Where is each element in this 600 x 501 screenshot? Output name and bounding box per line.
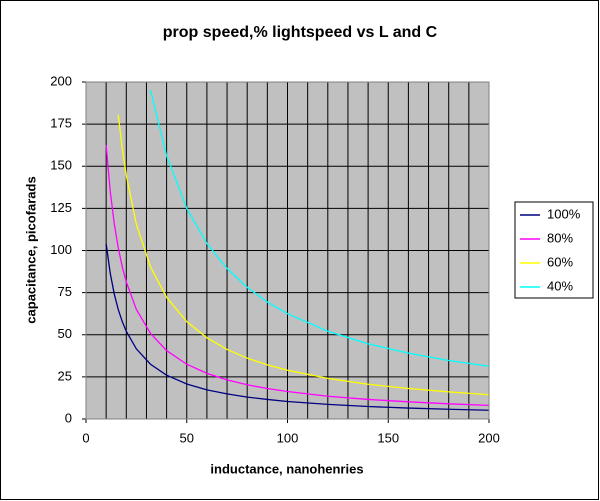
series-line — [105, 243, 489, 411]
y-tick-label: 25 — [58, 368, 72, 383]
legend-label: 80% — [547, 230, 573, 245]
y-tick-label: 100 — [50, 242, 72, 257]
series-line — [105, 145, 489, 407]
chart-title: prop speed,% lightspeed vs L and C — [163, 24, 438, 41]
legend-label: 40% — [547, 278, 573, 293]
x-tick-label: 200 — [478, 430, 500, 445]
x-axis-label: inductance, nanohenries — [210, 461, 363, 476]
y-tick-label: 200 — [50, 73, 72, 88]
legend-label: 60% — [547, 254, 573, 269]
series-line — [149, 89, 489, 367]
y-tick-label: 0 — [65, 410, 72, 425]
y-tick-label: 75 — [58, 284, 72, 299]
x-tick-label: 150 — [377, 430, 399, 445]
x-tick-label: 50 — [180, 430, 194, 445]
legend-label: 100% — [547, 206, 581, 221]
y-tick-label: 150 — [50, 158, 72, 173]
plot-border — [85, 81, 490, 420]
y-tick-label: 175 — [50, 116, 72, 131]
x-tick-label: 100 — [277, 430, 299, 445]
x-tick-label: 0 — [82, 430, 89, 445]
series-line — [117, 114, 489, 396]
y-tick-label: 50 — [58, 326, 72, 341]
y-axis-label: capacitance, picofarads — [23, 176, 38, 323]
legend-box — [514, 201, 594, 299]
y-tick-label: 125 — [50, 200, 72, 215]
